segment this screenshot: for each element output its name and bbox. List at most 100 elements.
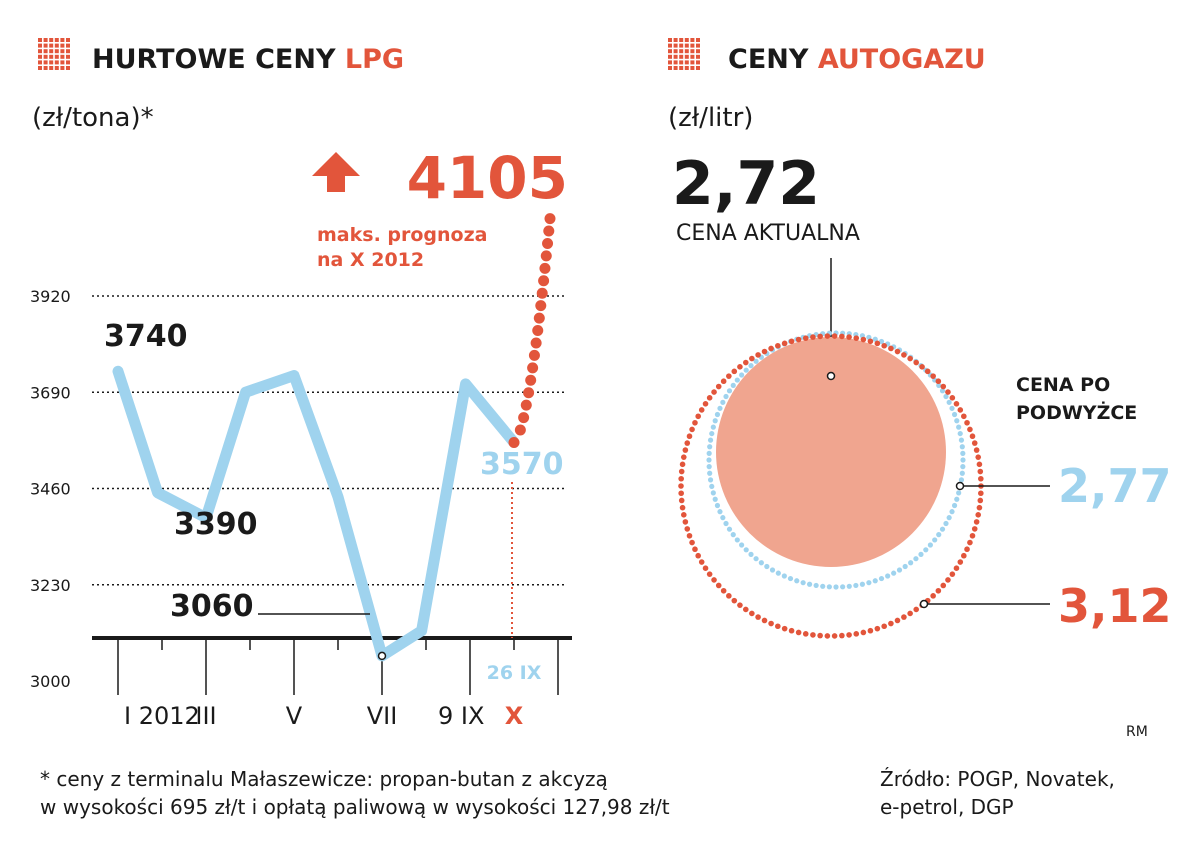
- ring-dot: [706, 464, 712, 470]
- ring-dot: [964, 419, 970, 426]
- forecast-dot: [514, 424, 526, 436]
- ring-dot: [967, 539, 973, 546]
- dot-grid-cell: [43, 49, 48, 54]
- dot-grid-cell: [43, 66, 48, 70]
- ring-dot: [682, 519, 689, 525]
- ring-dot: [975, 454, 982, 460]
- forecast-dot: [542, 237, 554, 249]
- ring-dot: [969, 433, 976, 440]
- ring-dot: [964, 546, 970, 553]
- dot-grid-cell: [38, 60, 42, 65]
- ring-dot: [961, 552, 967, 559]
- ring-dot: [813, 582, 819, 589]
- dot-grid-icon: [668, 38, 700, 70]
- y-axis: 3920 3690 3460 3230 3000: [30, 287, 71, 691]
- forecast-dot: [508, 436, 520, 448]
- ring-dot: [714, 502, 721, 509]
- ring-dot: [958, 437, 965, 443]
- ring-dot: [692, 546, 698, 553]
- ring-dot: [712, 496, 718, 502]
- ring-dot: [742, 606, 749, 613]
- dot-grid-cell: [38, 43, 42, 48]
- dot-grid-cell: [684, 54, 689, 59]
- ring-dot: [678, 475, 684, 482]
- ring-dot: [761, 617, 768, 624]
- ring-dot: [806, 581, 813, 587]
- forecast-dot: [535, 300, 547, 312]
- ring-dot: [730, 382, 736, 388]
- ring-dot: [907, 610, 913, 617]
- dot-grid-cell: [60, 49, 65, 54]
- dot-grid-icon: [38, 38, 70, 70]
- dot-grid-cell: [690, 60, 695, 65]
- footnote-line1: * ceny z terminalu Małaszewicze: propan-…: [40, 767, 608, 791]
- ring-dot: [896, 567, 903, 573]
- credit: RM: [1126, 724, 1148, 740]
- ring-dot: [764, 563, 770, 570]
- ring-dot: [978, 490, 984, 497]
- ring-dot: [951, 411, 958, 418]
- ring-dot: [936, 382, 942, 388]
- ring-dot: [959, 470, 965, 476]
- ring-dot: [940, 582, 947, 589]
- y-tick-label: 3230: [30, 576, 71, 595]
- dot-grid-cell: [54, 54, 59, 59]
- ring-dot: [954, 418, 960, 424]
- ring-dot: [881, 623, 887, 630]
- ring-dot: [943, 520, 949, 527]
- source-line2: e-petrol, DGP: [880, 795, 1014, 819]
- dot-grid-cell: [679, 54, 684, 59]
- ring-dot: [686, 532, 693, 539]
- ring-dot: [788, 627, 795, 634]
- dot-grid-cell: [679, 60, 684, 65]
- ring-dot: [831, 333, 838, 339]
- dot-grid-cell: [684, 49, 689, 54]
- dot-grid-cell: [668, 54, 672, 59]
- forecast-dots: [508, 213, 556, 448]
- after-label-line2: PODWYŻCE: [1016, 400, 1137, 424]
- ring-dot: [761, 348, 768, 355]
- ring-dot: [707, 444, 713, 450]
- y-tick-label: 3920: [30, 287, 71, 306]
- ring-dot: [726, 388, 733, 394]
- forecast-note-line2: na X 2012: [317, 249, 424, 271]
- ring-dot: [715, 383, 722, 390]
- ring-dot: [939, 526, 946, 532]
- x-tick-label: 9 IX: [438, 702, 484, 730]
- ring-dot: [961, 413, 967, 420]
- dot-grid-cell: [66, 49, 70, 54]
- forecast-dot: [528, 349, 540, 361]
- dot-grid-cell: [60, 54, 65, 59]
- value-label: 3060: [170, 589, 254, 624]
- ring-dot: [902, 563, 908, 570]
- dot-grid-cell: [679, 43, 684, 48]
- marker-26ix-label: 26 IX: [487, 662, 542, 684]
- ring-dot: [824, 333, 831, 339]
- current-price-dot: [826, 371, 836, 381]
- ring-dot: [957, 559, 964, 565]
- ring-dot: [908, 560, 914, 566]
- ring-dot: [726, 593, 732, 599]
- dot-grid-cell: [673, 49, 678, 54]
- ring-dot: [918, 551, 924, 557]
- ring-dot: [720, 399, 726, 405]
- ring-dot: [748, 551, 754, 557]
- after-blue-value: 2,77: [1058, 459, 1172, 513]
- dot-grid-cell: [673, 43, 678, 48]
- dot-grid-cell: [690, 49, 695, 54]
- ring-dot: [951, 502, 958, 509]
- forecast-dot: [525, 374, 537, 386]
- dot-grid-cell: [696, 49, 700, 54]
- ring-dot: [977, 497, 984, 504]
- ring-dot: [712, 418, 718, 424]
- ring-dot: [859, 581, 866, 587]
- ring-dot: [976, 461, 983, 468]
- ring-dot: [711, 389, 717, 395]
- ring-dot: [957, 430, 963, 437]
- ring-dot: [949, 509, 955, 515]
- value-label: 3390: [174, 507, 258, 542]
- ring-dot: [975, 512, 982, 518]
- ring-dot: [960, 464, 966, 470]
- dot-grid-cell: [54, 38, 59, 42]
- ring-dot: [707, 437, 714, 443]
